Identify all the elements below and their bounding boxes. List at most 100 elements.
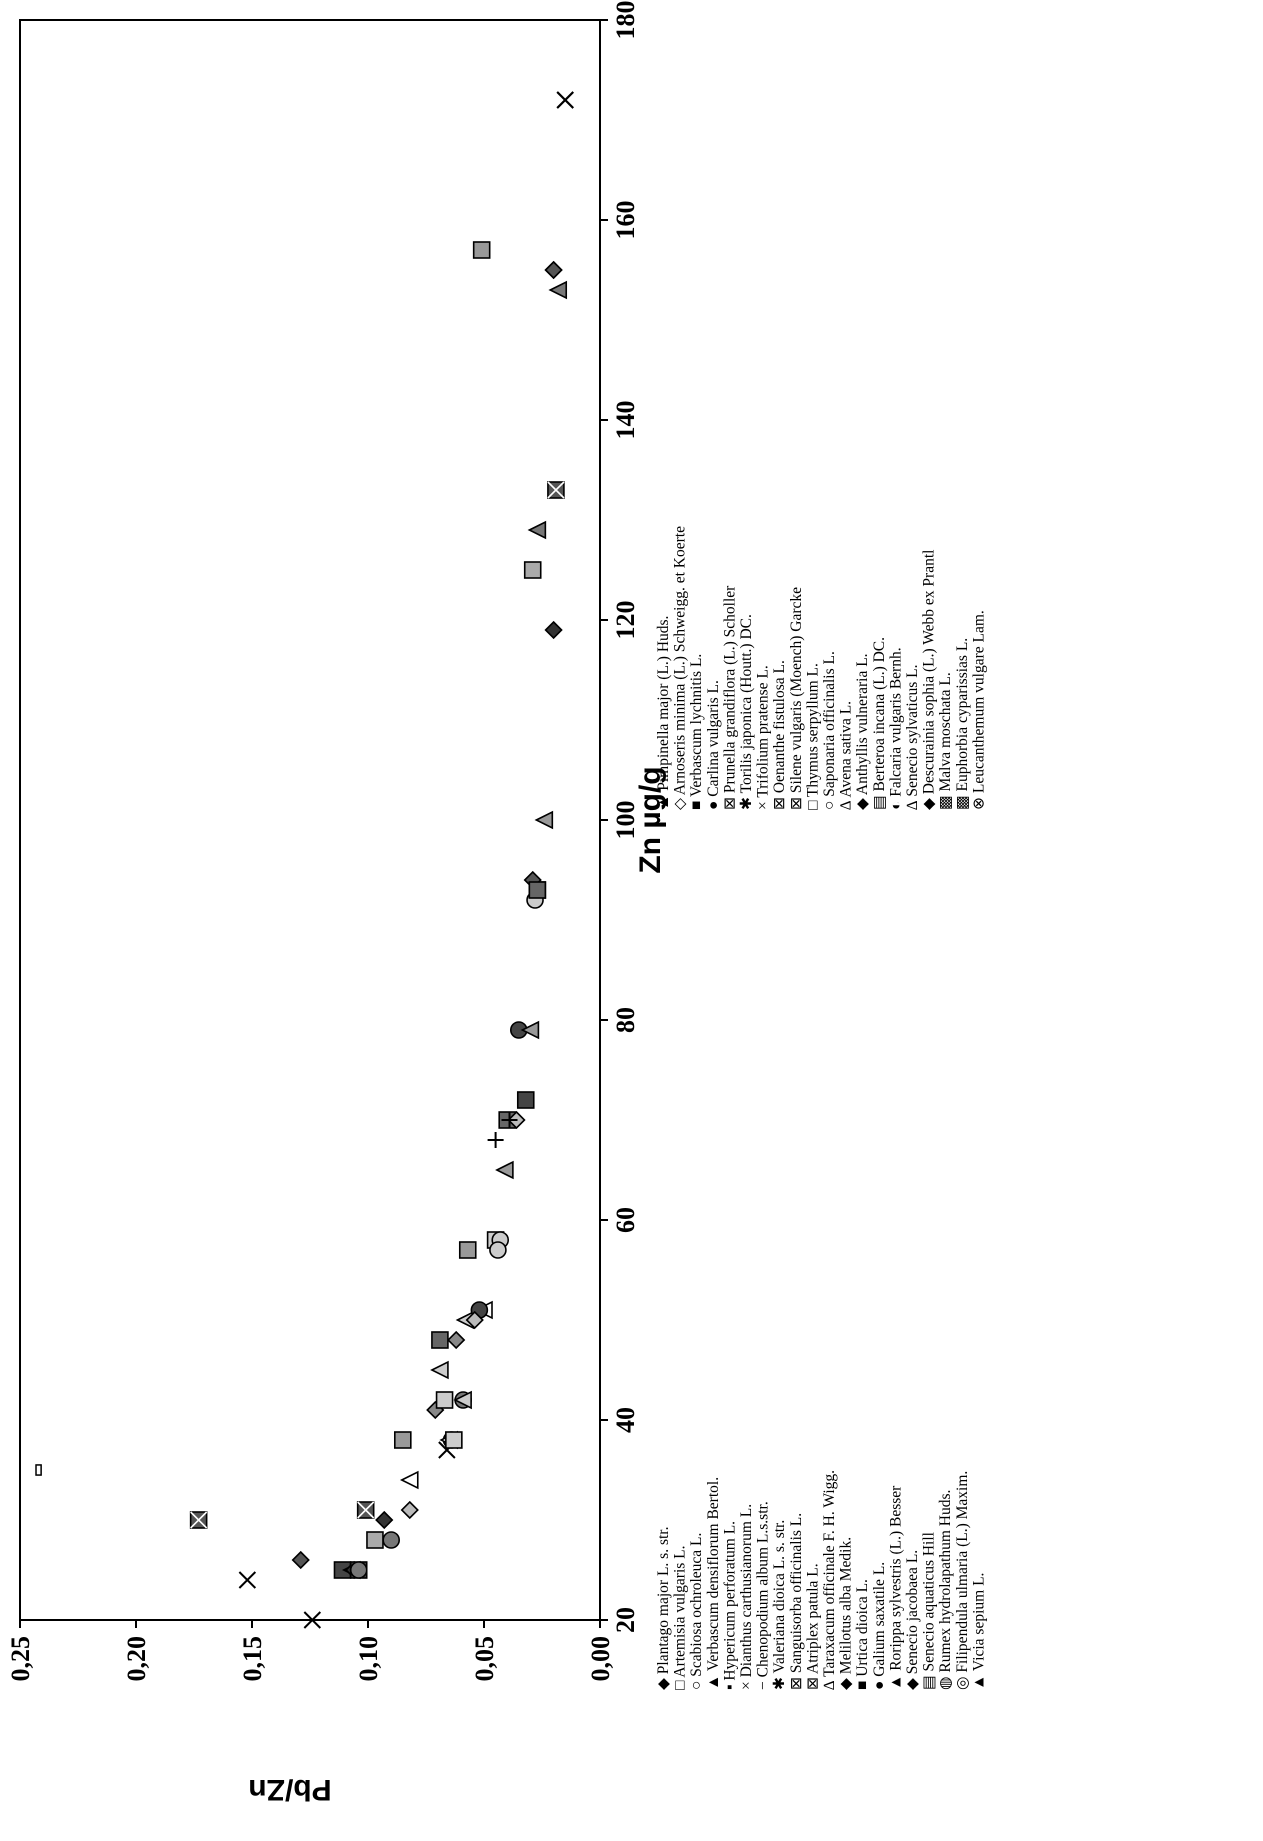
legend-entry: ∆ Avena sativa L. [838, 701, 855, 810]
zn-tick-label: 180 [611, 1, 640, 40]
data-point [291, 1550, 310, 1570]
legend-entry: ▪ Hypericum perforatum L. [721, 1521, 738, 1690]
data-point [534, 810, 554, 830]
legend-entry: ◆ Plantago major L. s. str. [655, 1527, 672, 1690]
pbzn-tick-label: 0,00 [586, 1636, 615, 1682]
data-point [238, 1571, 257, 1589]
legend-entry: ▤ Berteroa incana (L.) DC. [871, 637, 888, 810]
legend-entry: ○ Scabiosa ochroleuca L. [688, 1533, 705, 1690]
data-point [303, 1611, 322, 1629]
zn-tick-label: 80 [611, 1007, 640, 1033]
legend-entry: ◆ Descurainia sophia (L.) Webb ex Prantl [921, 550, 938, 810]
legend-entry: ◎ Filipendula ulmaria (L.) Maxim. [954, 1471, 971, 1690]
data-point [435, 1391, 454, 1409]
legend-entry: ⊠ Prunella grandiflora (L.) Scholler [721, 585, 738, 810]
legend-entry: ⊠ Oenanthe fistulosa L. [771, 660, 788, 810]
data-point [349, 1561, 368, 1579]
data-point [472, 241, 491, 259]
legend-entry: ◆ Anthyllis vulneraria L. [854, 653, 871, 810]
legend-entry: × Dianthus carthusianorum L. [738, 1504, 755, 1690]
data-point [366, 1531, 384, 1549]
data-point [544, 260, 563, 280]
data-point [189, 1511, 208, 1529]
data-point [501, 1112, 518, 1128]
data-point [453, 1390, 472, 1410]
legend-entry: ▲ Verbascum densiflorum Bertol. [705, 1477, 722, 1690]
data-point [400, 1500, 419, 1520]
legend-entry: ▲ Vicia sepium L. [970, 1573, 987, 1690]
x-axis-title: Zn µg/g [634, 766, 667, 873]
legend-entry: ● Carlina vulgaris L. [705, 680, 722, 810]
legend-entry: ○ Saponaria officinalis L. [821, 651, 838, 810]
legend: ■ Plantago lanceolata L.● Melandrium alb… [655, 526, 987, 1690]
data-point [528, 881, 547, 899]
data-point [465, 1310, 484, 1330]
data-point [489, 1241, 507, 1259]
data-point [487, 1132, 504, 1148]
data-point [547, 481, 565, 499]
data-point [495, 1160, 514, 1180]
data-points [35, 91, 574, 1629]
legend-entry: ✱ Valeriana dioica L. s. str. [771, 1520, 788, 1690]
legend-entry: ⊠ Sanguisorba officinalis L. [788, 1513, 805, 1690]
pbzn-tick-label: 0,10 [354, 1636, 383, 1682]
zn-tick-label: 100 [611, 801, 640, 840]
legend-entry: ▩ Malva moschata L. [937, 672, 954, 810]
legend-entry: ∆ Senecio sylvaticus L. [904, 664, 921, 810]
data-point [516, 1091, 535, 1109]
data-point [544, 620, 563, 640]
data-point [523, 561, 542, 579]
data-point [458, 1241, 477, 1259]
zn-tick-label: 120 [611, 601, 640, 640]
data-point [356, 1501, 375, 1519]
zn-tick-label: 160 [611, 201, 640, 240]
data-point [527, 520, 547, 540]
y-axis-title: Pb/Zn [248, 1773, 331, 1806]
zn-tick-label: 140 [611, 401, 640, 440]
zn-tick-label: 40 [611, 1407, 640, 1433]
pbzn-tick-label: 0,05 [470, 1636, 499, 1682]
data-point [35, 1464, 42, 1476]
data-point [382, 1531, 401, 1549]
data-point [556, 91, 574, 109]
data-point [399, 1470, 419, 1490]
legend-entry: □ Thymus serpyllum L. [804, 663, 821, 810]
legend-entry: × Trifolium pratense L. [755, 665, 772, 810]
pbzn-tick-label: 0,25 [6, 1636, 35, 1682]
legend-entry: ◆ Melilotus alba Medik. [838, 1537, 855, 1690]
legend-entry: ◇ Arnoseris minima (L.) Schweigg. et Koe… [672, 526, 689, 810]
legend-entry: ⊠ Silene vulgaris (Moench) Garcke [788, 587, 805, 810]
legend-entry: □ Artemisia vulgaris L. [672, 1545, 689, 1690]
legend-entry: ▤ Senecio aquaticus Hill [921, 1532, 938, 1690]
zn-tick-label: 20 [611, 1607, 640, 1633]
legend-entry: ◆ Senecio jacobaea L. [904, 1550, 921, 1690]
legend-entry: ✱ Torilis japonica (Houtt.) DC. [738, 614, 755, 810]
legend-entry: ⊠ Atriplex patula L. [804, 1563, 821, 1690]
legend-entry: ▲ Rorippa sylvestris (L.) Besser [887, 1485, 904, 1690]
axis-titles: Zn µg/g Pb/Zn [248, 766, 667, 1806]
legend-entry: ▩ Euphorbia cyparissias L. [954, 638, 971, 810]
plot-background [20, 20, 600, 1620]
legend-entry: ▲ Pimpinella major (L.) Huds. [655, 616, 672, 810]
data-point [447, 1330, 466, 1350]
data-point [375, 1510, 394, 1530]
data-point [430, 1360, 449, 1380]
axis-ticks: 20 40 60 80 100 120 140 160 180 0,00 0,05 0,10 0,15 0… [6, 1, 640, 1682]
data-point [393, 1431, 412, 1449]
legend-entry: ∆ Taraxacum officinale F. H. Wigg. [821, 1470, 838, 1690]
legend-entry: ■ Urtica dioica L. [854, 1579, 871, 1690]
legend-entry: ◍ Rumex hydrolapathum Huds. [937, 1490, 954, 1690]
legend-entry: ⊗ Leucanthemum vulgare Lam. [970, 610, 987, 810]
legend-entry: − Chenopodium album L.s.str. [755, 1501, 772, 1690]
pbzn-tick-label: 0,20 [122, 1636, 151, 1682]
data-point [431, 1331, 449, 1349]
pbzn-tick-label: 0,15 [238, 1636, 267, 1682]
data-point [548, 280, 568, 300]
data-point [445, 1431, 463, 1449]
data-point [520, 1020, 540, 1040]
legend-entry: ● Galium saxatile L. [871, 1562, 888, 1690]
zn-tick-label: 60 [611, 1207, 640, 1233]
legend-entry: ◐ Falcaria vulgaris Bernh. [887, 647, 904, 810]
plot-area [19, 19, 601, 1621]
